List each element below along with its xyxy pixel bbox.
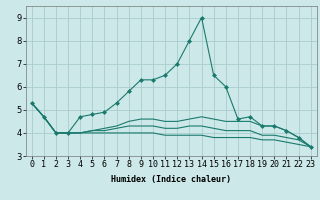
X-axis label: Humidex (Indice chaleur): Humidex (Indice chaleur)	[111, 175, 231, 184]
